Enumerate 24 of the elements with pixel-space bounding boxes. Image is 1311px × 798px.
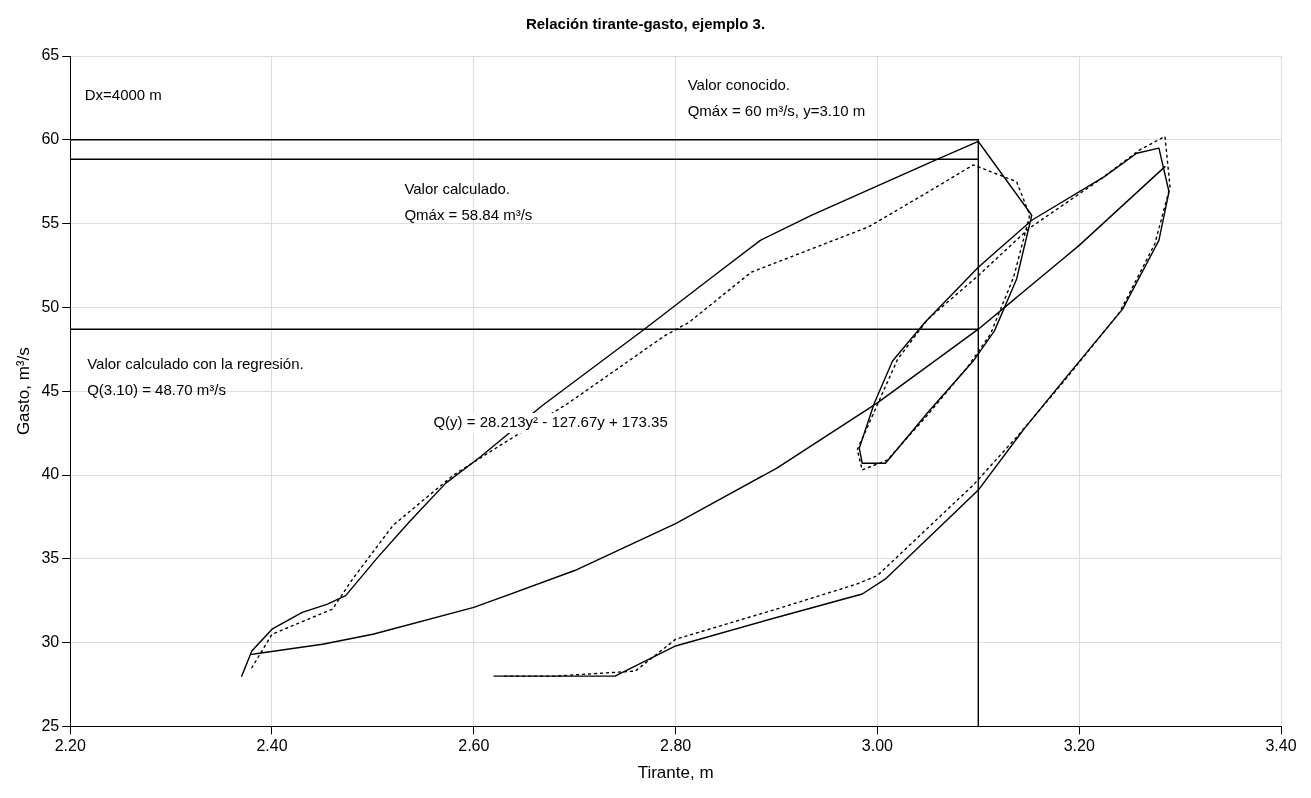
y-tick-label: 60: [41, 130, 60, 148]
x-tick-label: 2.80: [660, 737, 692, 755]
annotation: Valor conocido. Qmáx = 60 m³/s, y=3.10 m: [687, 76, 866, 120]
x-tick-label: 3.20: [1063, 737, 1095, 755]
y-tick-label: 50: [41, 297, 60, 315]
x-tick-label: 3.00: [861, 737, 894, 755]
y-tick-label: 30: [41, 633, 60, 651]
x-tick-label: 2.20: [54, 737, 86, 755]
x-tick-label: 2.40: [256, 737, 288, 755]
y-tick-label: 65: [41, 46, 60, 64]
y-tick-label: 35: [41, 549, 60, 567]
y-tick-label: 55: [41, 214, 60, 232]
annotation: Valor calculado con la regresión. Q(3.10) = 48.70 m³/s: [87, 354, 304, 398]
y-axis-title: Gasto, m³/s: [13, 347, 33, 436]
x-axis-title: Tirante, m: [637, 763, 714, 783]
annotation: Valor calculado. Qmáx = 58.84 m³/s: [404, 180, 533, 224]
annotation: Q(y) = 28.213y² - 127.67y + 173.35: [433, 413, 668, 431]
y-tick-label: 45: [41, 381, 60, 399]
x-tick-label: 3.40: [1265, 737, 1297, 755]
annotation: Dx=4000 m: [84, 86, 162, 104]
y-tick-label: 40: [41, 465, 60, 483]
chart-title: Relación tirante-gasto, ejemplo 3.: [525, 15, 766, 33]
y-tick-label: 25: [41, 716, 60, 734]
x-tick-label: 2.60: [458, 737, 490, 755]
